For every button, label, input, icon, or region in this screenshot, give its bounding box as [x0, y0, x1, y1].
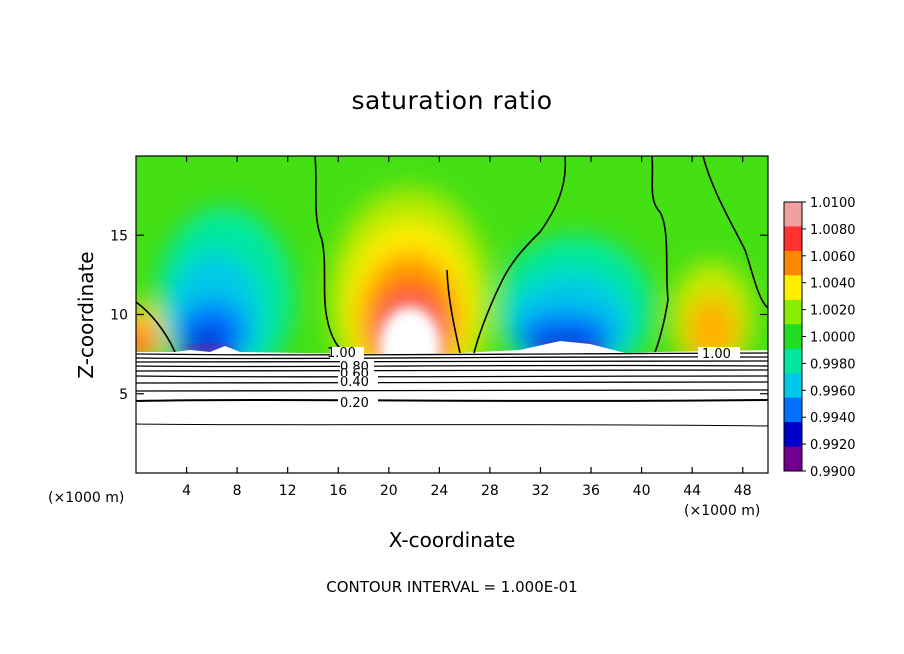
y-tick-label: 5: [119, 387, 128, 403]
x-tick-label: 48: [734, 483, 752, 499]
x-axis: 4 8 12 16 20 24 28 32 36 40 44 48: [182, 156, 752, 499]
contour-label-5: 0.20: [340, 396, 369, 411]
y-tick-label: 10: [110, 308, 128, 324]
colorbar-label: 0.9900: [810, 465, 856, 480]
x-tick-label: 44: [683, 483, 701, 499]
x-unit-note-right: (×1000 m): [684, 503, 761, 519]
colorbar-label: 1.0020: [810, 304, 856, 319]
colorbar-swatch: [784, 324, 802, 350]
colorbar-label: 1.0080: [810, 223, 856, 238]
colorbar-label: 1.0100: [810, 196, 856, 211]
contour-label-group: 1.00 0.80 0.60 0.40 0.20 1.00: [327, 346, 740, 411]
contour-interval-note: CONTOUR INTERVAL = 1.000E-01: [326, 578, 578, 596]
colorbar-swatch: [784, 226, 802, 252]
x-tick-label: 16: [329, 483, 347, 499]
colorbar-swatch: [784, 202, 802, 227]
chart-title: saturation ratio: [351, 86, 553, 115]
x-tick-label: 24: [430, 483, 448, 499]
x-tick-label: 20: [380, 483, 398, 499]
colorbar-swatch: [784, 422, 802, 448]
colorbar-swatch: [784, 373, 802, 399]
colorbar-label: 0.9940: [810, 411, 856, 426]
colorbar-label: 1.0000: [810, 331, 856, 346]
colorbar-swatch: [784, 250, 802, 276]
x-axis-label: X-coordinate: [388, 528, 516, 552]
colorbar-swatch: [784, 397, 802, 423]
contour-label-1: 1.00: [327, 346, 356, 361]
y-axis: 5 10 15: [110, 228, 768, 403]
contour-label-4: 0.40: [340, 375, 369, 390]
x-tick-label: 8: [233, 483, 242, 499]
colorbar-swatch: [784, 275, 802, 301]
colorbar-swatch: [784, 446, 802, 472]
x-unit-note-left: (×1000 m): [48, 490, 125, 506]
contour-label-6: 1.00: [702, 347, 731, 362]
heatmap-field: [136, 156, 768, 473]
colorbar-label: 0.9920: [810, 438, 856, 453]
colorbar-label: 1.0060: [810, 250, 856, 265]
x-tick-label: 28: [481, 483, 499, 499]
colorbar-swatch: [784, 299, 802, 325]
x-tick-label: 40: [633, 483, 651, 499]
contour-lines-lower: [136, 352, 768, 427]
y-axis-label: Z-coordinate: [74, 251, 98, 379]
contour-lines-upper: [136, 156, 768, 354]
colorbar-label: 0.9980: [810, 357, 856, 372]
colorbar-label: 0.9960: [810, 384, 856, 399]
y-tick-label: 15: [110, 228, 128, 244]
colorbar-label: 1.0040: [810, 277, 856, 292]
colorbar-swatch: [784, 348, 802, 374]
x-tick-label: 32: [532, 483, 550, 499]
colorbar: 1.0100 1.0080 1.0060 1.0040 1.0020 1.0000 0.99…: [783, 196, 856, 480]
x-tick-label: 36: [582, 483, 600, 499]
x-tick-label: 4: [182, 483, 191, 499]
x-tick-label: 12: [279, 483, 297, 499]
